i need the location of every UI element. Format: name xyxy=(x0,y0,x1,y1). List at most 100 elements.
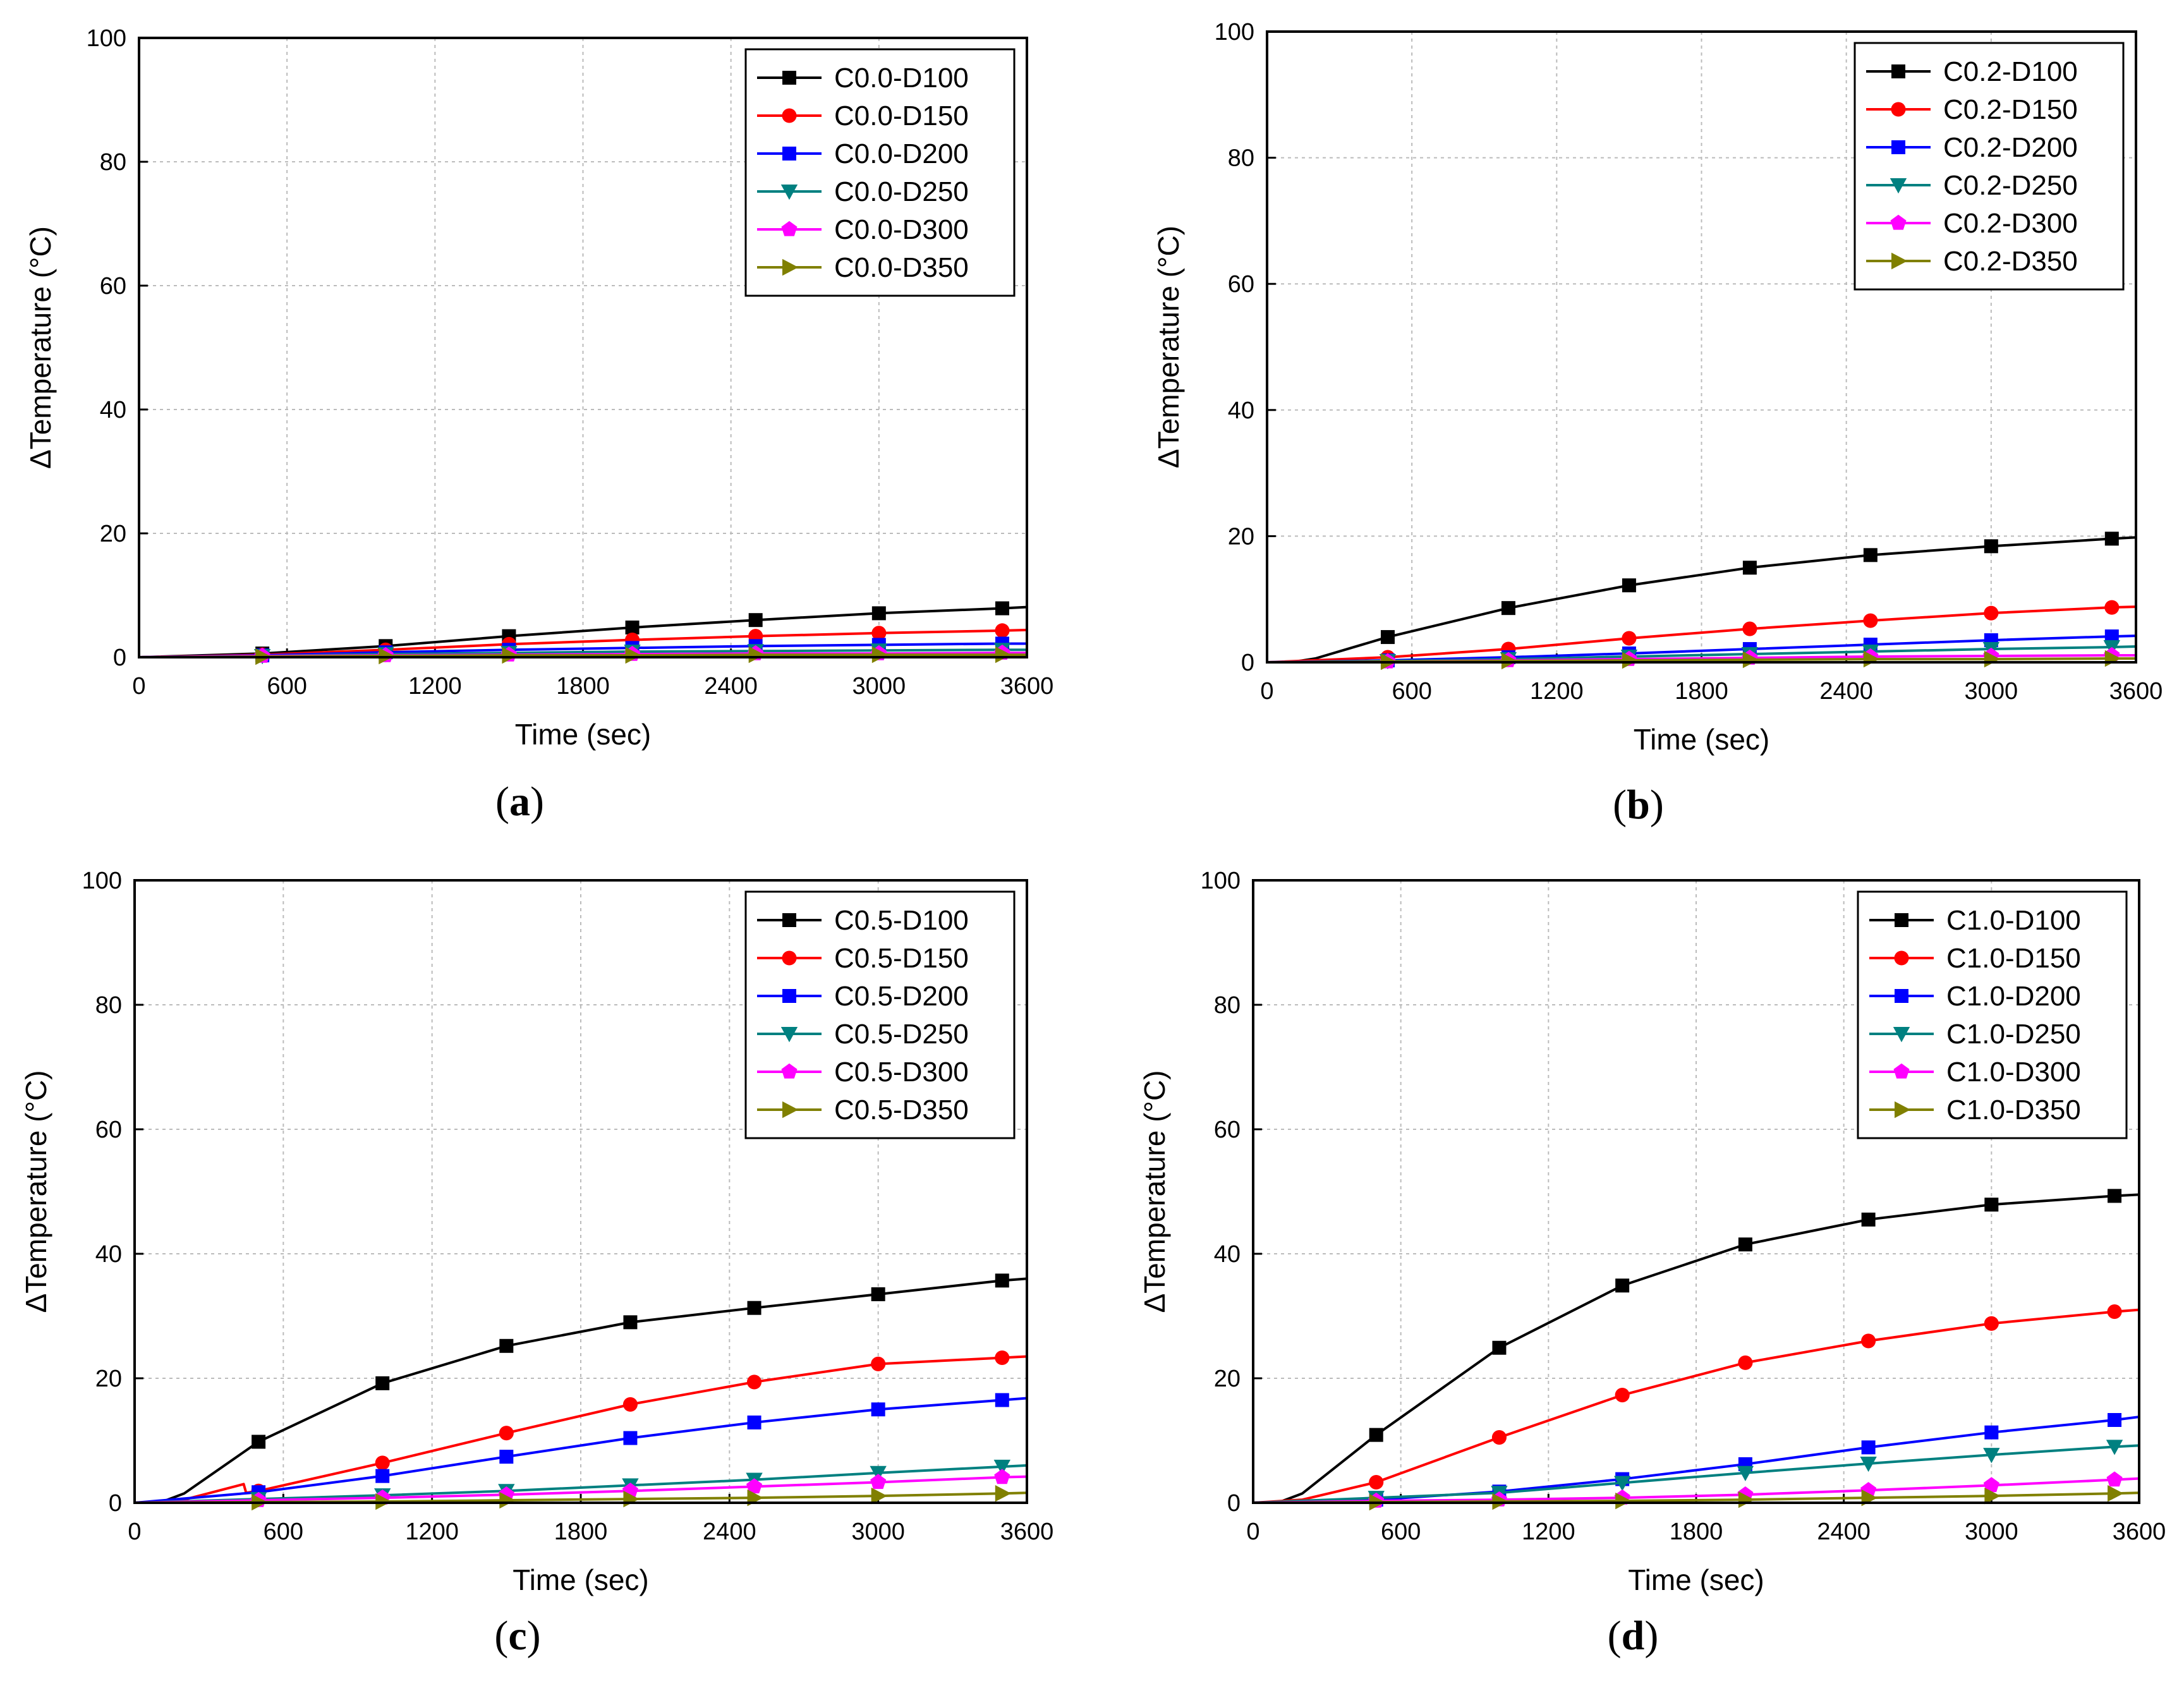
data-point xyxy=(747,1301,761,1315)
x-tick-label: 1200 xyxy=(1530,678,1584,705)
legend: C0.5-D100 C0.5-D150 C0.5-D200 C0.5-D250 C0.5… xyxy=(744,890,1016,1139)
plot-frame xyxy=(1266,30,2137,664)
data-point xyxy=(1984,1198,1999,1212)
y-tick-label: 20 xyxy=(1214,1366,1241,1392)
data-point xyxy=(1983,1477,1999,1493)
x-axis-label: Time (sec) xyxy=(513,1563,649,1596)
legend-entry: C0.0-D300 xyxy=(834,214,969,245)
legend-marker xyxy=(782,147,796,161)
data-point xyxy=(1861,1333,1876,1349)
data-point xyxy=(623,1315,638,1330)
series-C0.5-D300 xyxy=(134,1469,1028,1507)
x-tick-label: 1800 xyxy=(554,1519,608,1545)
legend-entry: C1.0-D350 xyxy=(1946,1095,2081,1126)
legend-entry: C1.0-D100 xyxy=(1946,905,2081,936)
legend-marker xyxy=(781,221,798,236)
x-tick-label: 2400 xyxy=(704,673,758,700)
data-point xyxy=(499,1338,514,1353)
x-axis-label: Time (sec) xyxy=(515,718,652,751)
y-axis-label: ΔTemperature (°C) xyxy=(24,226,57,469)
legend-entry: C0.2-D100 xyxy=(1943,56,2078,87)
legend-box xyxy=(1853,42,2125,291)
x-tick-label: 2400 xyxy=(1817,1519,1871,1545)
legend-entry: C0.5-D150 xyxy=(834,943,969,974)
data-point xyxy=(1863,613,1878,628)
data-point xyxy=(995,1273,1009,1288)
legend-marker xyxy=(782,71,796,85)
x-tick-label: 3600 xyxy=(1000,1519,1054,1545)
x-tick-label: 1200 xyxy=(408,673,462,700)
x-tick-label: 1800 xyxy=(1675,678,1728,705)
legend-marker xyxy=(1895,989,1908,1003)
legend-entry: C0.5-D300 xyxy=(834,1057,969,1088)
data-point xyxy=(1742,651,1759,669)
x-tick-label: 3600 xyxy=(1000,673,1054,700)
legend-box xyxy=(744,890,1016,1139)
x-tick-label: 3600 xyxy=(2109,678,2163,705)
data-point xyxy=(747,1374,762,1390)
legend-entry: C0.2-D150 xyxy=(1943,94,2078,125)
x-tick-label: 0 xyxy=(1246,1519,1259,1545)
y-tick-label: 100 xyxy=(1215,19,1254,46)
x-tick-label: 600 xyxy=(264,1519,303,1545)
data-point xyxy=(499,1491,516,1509)
legend-entry: C0.2-D300 xyxy=(1943,208,2078,239)
legend-marker xyxy=(782,950,797,966)
panel-caption: (c) xyxy=(494,1613,540,1659)
legend-marker xyxy=(1893,1063,1910,1079)
y-tick-label: 80 xyxy=(1214,992,1241,1019)
x-tick-label: 1800 xyxy=(556,673,610,700)
legend-entry: C0.2-D350 xyxy=(1943,246,2078,277)
y-tick-label: 80 xyxy=(95,992,122,1019)
legend-marker xyxy=(780,185,798,200)
data-point xyxy=(1738,1237,1752,1252)
plot-frame xyxy=(1252,879,2140,1504)
y-tick-label: 0 xyxy=(1227,1490,1241,1517)
data-point xyxy=(1380,630,1395,645)
legend-entry: C1.0-D300 xyxy=(1946,1057,2081,1088)
legend: C0.0-D100 C0.0-D150 C0.0-D200 C0.0-D250 C0.0… xyxy=(744,48,1016,297)
data-point xyxy=(995,623,1010,638)
data-point xyxy=(623,1431,638,1445)
data-point xyxy=(1984,1487,2001,1505)
data-point xyxy=(993,1459,1010,1476)
legend-marker xyxy=(781,1063,798,1079)
data-point xyxy=(1491,1430,1507,1445)
x-tick-label: 600 xyxy=(267,673,306,700)
x-tick-label: 0 xyxy=(128,1519,141,1545)
data-point xyxy=(871,606,886,621)
legend-marker xyxy=(1890,214,1907,230)
x-tick-label: 2400 xyxy=(703,1519,756,1545)
data-point xyxy=(2108,1412,2122,1427)
legend-marker xyxy=(1891,102,1906,117)
data-point xyxy=(1369,1428,1383,1442)
legend-entry: C0.5-D350 xyxy=(834,1095,969,1126)
chart-panel-c: 0 600 1200 1800 2400 3000 3600 0 20 40 60 80 100 Time… xyxy=(20,868,1053,1659)
legend-marker xyxy=(782,1101,799,1119)
y-tick-label: 60 xyxy=(1214,1117,1241,1143)
legend-marker xyxy=(782,108,797,123)
y-tick-label: 40 xyxy=(100,397,126,423)
data-point xyxy=(625,620,640,634)
x-tick-label: 1800 xyxy=(1670,1519,1723,1545)
data-point xyxy=(1492,1340,1507,1355)
data-point xyxy=(1613,1476,1631,1491)
data-point xyxy=(1984,1316,1999,1331)
legend-entry: C0.0-D100 xyxy=(834,63,969,94)
y-tick-label: 80 xyxy=(1228,145,1254,172)
chart-panel-a: 0 600 1200 1800 2400 3000 3600 0 20 40 60 80 100 Time… xyxy=(24,25,1053,825)
legend-marker xyxy=(780,1027,798,1043)
data-point xyxy=(1742,561,1757,575)
panel-caption: (a) xyxy=(495,779,544,825)
legend-marker xyxy=(1891,252,1908,270)
x-tick-label: 1200 xyxy=(1522,1519,1575,1545)
legend: C0.2-D100 C0.2-D150 C0.2-D200 C0.2-D250 C0.2… xyxy=(1853,42,2125,291)
data-point xyxy=(252,1435,266,1449)
plot-frame xyxy=(138,37,1028,658)
data-point xyxy=(747,1415,761,1429)
data-point xyxy=(1615,1278,1630,1293)
data-point xyxy=(1861,1440,1876,1455)
data-point xyxy=(748,646,765,664)
data-point xyxy=(995,646,1012,664)
